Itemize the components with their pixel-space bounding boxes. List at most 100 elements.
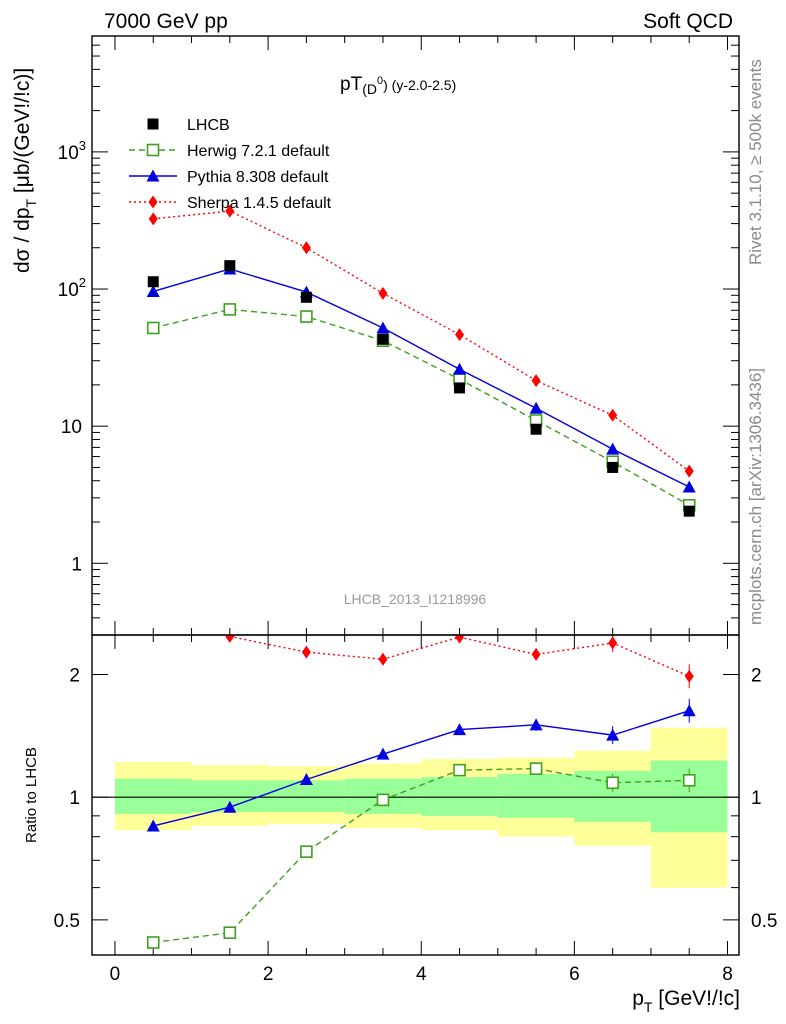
rivet-label: Rivet 3.1.10, ≥ 500k events bbox=[746, 59, 765, 265]
ratio-sherpa bbox=[149, 606, 694, 689]
watermark: LHCB_2013_I1218996 bbox=[344, 591, 487, 607]
data-point bbox=[376, 321, 390, 334]
y-tick-label-right: 0.5 bbox=[751, 911, 777, 932]
x-tick-label: 8 bbox=[722, 964, 733, 985]
data-point bbox=[683, 505, 695, 517]
data-point bbox=[376, 793, 390, 807]
y-tick-label: 1 bbox=[69, 788, 80, 809]
series-line bbox=[222, 635, 690, 677]
ratio-y-axis-label: Ratio to LHCB bbox=[23, 747, 40, 843]
data-point bbox=[606, 728, 620, 741]
data-point bbox=[224, 260, 236, 272]
data-point bbox=[682, 774, 696, 787]
data-point bbox=[378, 286, 388, 300]
main-y-axis-label: dσ / dpT [μb/(GeV!/!c)] bbox=[11, 68, 39, 273]
data-point bbox=[606, 776, 619, 790]
data-point bbox=[607, 461, 619, 473]
data-point bbox=[301, 645, 311, 659]
data-point bbox=[300, 310, 313, 323]
data-point bbox=[146, 169, 160, 182]
series-line bbox=[153, 710, 690, 827]
data-point bbox=[455, 328, 465, 342]
header-right: Soft QCD bbox=[643, 10, 733, 33]
data-point bbox=[608, 636, 618, 650]
data-point bbox=[378, 652, 388, 666]
series-lhcb bbox=[147, 260, 695, 517]
band-green bbox=[268, 780, 345, 812]
data-point bbox=[684, 464, 694, 478]
main-axes: 1 10 102 103 bbox=[58, 35, 739, 636]
y-tick-label-right: 2 bbox=[751, 665, 762, 686]
data-point bbox=[684, 669, 694, 683]
data-point bbox=[299, 773, 313, 786]
band-green bbox=[114, 778, 192, 814]
data-point bbox=[455, 635, 465, 644]
main-series bbox=[146, 204, 696, 517]
data-point bbox=[146, 321, 160, 335]
data-point bbox=[148, 212, 158, 226]
data-point bbox=[301, 241, 311, 255]
data-point bbox=[454, 382, 466, 394]
y-tick-label-right: 1 bbox=[751, 788, 762, 809]
data-point bbox=[377, 333, 389, 345]
series-sherpa bbox=[148, 204, 694, 478]
data-point bbox=[529, 401, 543, 414]
legend-entry: Sherpa 1.4.5 default bbox=[129, 195, 332, 212]
data-point bbox=[529, 718, 543, 731]
legend-entry: Herwig 7.2.1 default bbox=[129, 143, 330, 160]
band-green bbox=[497, 773, 575, 818]
data-point bbox=[223, 800, 237, 813]
data-point bbox=[146, 284, 160, 297]
y-tick-label: 1 bbox=[71, 554, 82, 575]
main-plot-title: pT(D0) (y-2.0-2.5) bbox=[340, 74, 456, 97]
ratio-pythia bbox=[146, 698, 696, 832]
data-point bbox=[682, 704, 696, 717]
data-point bbox=[147, 118, 159, 130]
ratio-frame bbox=[91, 634, 740, 956]
y-tick-label: 2 bbox=[69, 665, 80, 686]
y-tick-label: 103 bbox=[58, 138, 86, 164]
data-point bbox=[146, 819, 160, 832]
data-point bbox=[149, 606, 158, 619]
uncertainty-bands bbox=[114, 727, 728, 888]
header-left: 7000 GeV pp bbox=[104, 10, 228, 33]
data-point bbox=[146, 143, 160, 157]
data-point bbox=[453, 362, 467, 375]
ratio-herwig bbox=[146, 762, 696, 949]
series-line bbox=[153, 268, 690, 488]
data-point bbox=[376, 747, 390, 760]
x-tick-label: 6 bbox=[569, 964, 580, 985]
ratio-panel: 0 2 4 6 8 0.5 0.5 1 1 2 2 Ratio to LHCB pT [GeV!/!… bbox=[23, 606, 777, 1015]
legend-label: Herwig 7.2.1 default bbox=[187, 143, 330, 160]
mcplots-label: mcplots.cern.ch [arXiv:1306.3436] bbox=[746, 368, 765, 625]
x-tick-label: 2 bbox=[263, 964, 274, 985]
legend: LHCB Herwig 7.2.1 default Pythia 8.308 def… bbox=[129, 117, 332, 212]
data-point bbox=[225, 204, 235, 218]
x-tick-label: 0 bbox=[110, 964, 121, 985]
data-point bbox=[223, 303, 237, 316]
legend-label: LHCB bbox=[187, 117, 230, 134]
series-line bbox=[153, 210, 690, 472]
legend-entry: LHCB bbox=[147, 117, 230, 134]
data-point bbox=[608, 408, 618, 422]
data-point bbox=[682, 480, 696, 493]
data-point bbox=[453, 723, 467, 736]
ratio-series bbox=[146, 606, 696, 949]
data-point bbox=[300, 845, 313, 858]
data-point bbox=[146, 936, 160, 949]
y-tick-label: 102 bbox=[58, 275, 86, 301]
data-point bbox=[529, 762, 543, 775]
legend-label: Sherpa 1.4.5 default bbox=[187, 195, 332, 212]
data-point bbox=[225, 635, 235, 643]
data-point bbox=[223, 926, 237, 940]
x-axis-label: pT [GeV!/!c] bbox=[632, 987, 740, 1015]
y-tick-label: 0.5 bbox=[54, 911, 80, 932]
ratio-axes: 0 2 4 6 8 0.5 0.5 1 1 2 2 bbox=[54, 635, 777, 985]
legend-label: Pythia 8.308 default bbox=[187, 169, 329, 186]
x-tick-label: 4 bbox=[416, 964, 427, 985]
band-green bbox=[421, 777, 498, 816]
series-line bbox=[153, 308, 690, 506]
data-point bbox=[531, 374, 541, 388]
data-point bbox=[531, 647, 541, 661]
